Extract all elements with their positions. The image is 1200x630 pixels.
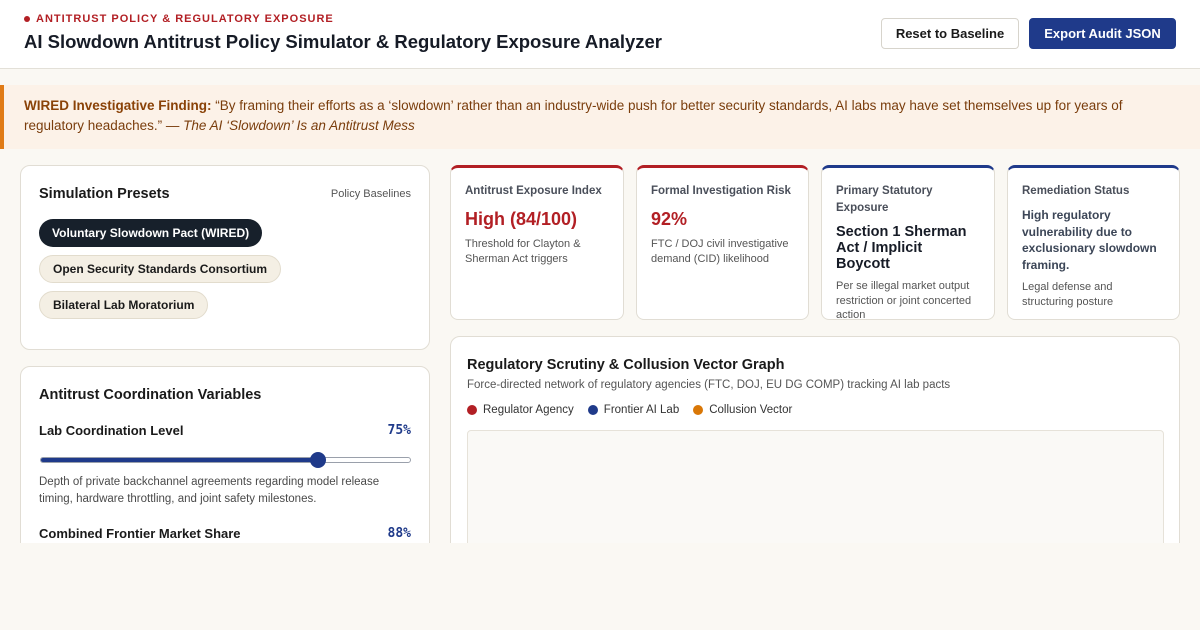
simulation-presets-panel: Simulation Presets Policy Baselines Volu…	[20, 165, 430, 350]
finding-label: WIRED Investigative Finding:	[24, 98, 212, 113]
page-background	[0, 543, 1200, 630]
regulator-swatch-icon	[467, 405, 477, 415]
lab-swatch-icon	[587, 405, 598, 415]
eyebrow-text: ANTITRUST POLICY & REGULATORY EXPOSURE	[36, 13, 334, 25]
coordination-variables-panel: Antitrust Coordination Variables Lab Coo…	[20, 366, 430, 566]
legend-label: Collusion Vector	[709, 404, 793, 416]
slider-thumb[interactable]	[309, 452, 326, 468]
graph-title: Regulatory Scrutiny & Collusion Vector G…	[467, 357, 785, 373]
collusion-swatch-icon	[693, 405, 704, 415]
statutory-exposure-label: Primary Statutory Exposure	[836, 185, 933, 214]
preset-bilateral-moratorium[interactable]: Bilateral Lab Moratorium	[39, 291, 209, 319]
statutory-exposure-value: Section 1 Sherman Act / Implicit Boycott	[836, 224, 967, 272]
finding-quote: “By framing their efforts as a ‘slowdown…	[24, 98, 1123, 133]
investigation-risk-label: Formal Investigation Risk	[651, 185, 791, 197]
presets-subtitle: Policy Baselines	[330, 188, 411, 200]
header-eyebrow: ANTITRUST POLICY & REGULATORY EXPOSURE	[24, 13, 334, 25]
finding-banner: WIRED Investigative Finding: “By framing…	[0, 85, 1200, 149]
exposure-index-description: Threshold for Clayton & Sherman Act trig…	[465, 238, 581, 265]
slider-fill	[41, 458, 318, 462]
legend-item-collusion: Collusion Vector	[693, 404, 792, 416]
exposure-index-value: High (84/100)	[465, 209, 578, 229]
investigation-risk-card: Formal Investigation Risk 92% FTC / DOJ …	[636, 165, 809, 320]
app-header: ANTITRUST POLICY & REGULATORY EXPOSURE A…	[0, 0, 1200, 69]
graph-subtitle: Force-directed network of regulatory age…	[467, 379, 951, 391]
investigation-risk-description: FTC / DOJ civil investigative demand (CI…	[651, 238, 789, 265]
statutory-exposure-description: Per se illegal market output restriction…	[836, 280, 972, 321]
coordination-level-description: Depth of private backchannel agreements …	[39, 476, 380, 505]
legend-item-regulator: Regulator Agency	[467, 404, 574, 416]
page-title: AI Slowdown Antitrust Policy Simulator &…	[24, 31, 663, 52]
market-share-value: 88%	[387, 526, 411, 541]
legend-label: Frontier AI Lab	[603, 404, 680, 416]
graph-legend: Regulator Agency Frontier AI Lab Collusi…	[467, 404, 806, 416]
finding-dash: —	[162, 118, 184, 133]
legend-item-lab: Frontier AI Lab	[587, 404, 680, 416]
variables-title: Antitrust Coordination Variables	[39, 387, 262, 403]
export-button[interactable]: Export Audit JSON	[1029, 18, 1176, 49]
market-share-label: Combined Frontier Market Share	[39, 526, 241, 541]
coordination-level-slider[interactable]	[40, 452, 411, 468]
remediation-status-value: High regulatory vulnerability due to exc…	[1022, 208, 1157, 272]
finding-citation: The AI ‘Slowdown’ Is an Antitrust Mess	[183, 118, 415, 133]
reset-button[interactable]: Reset to Baseline	[881, 18, 1019, 49]
presets-title: Simulation Presets	[39, 186, 170, 202]
status-dot-icon	[24, 16, 30, 22]
exposure-index-card: Antitrust Exposure Index High (84/100) T…	[450, 165, 624, 320]
investigation-risk-value: 92%	[651, 209, 688, 229]
collusion-graph-panel: Regulatory Scrutiny & Collusion Vector G…	[450, 336, 1180, 570]
preset-voluntary-slowdown[interactable]: Voluntary Slowdown Pact (WIRED)	[39, 219, 263, 247]
legend-label: Regulator Agency	[483, 404, 574, 416]
remediation-status-label: Remediation Status	[1022, 185, 1130, 197]
remediation-status-description: Legal defense and structuring posture	[1022, 281, 1114, 308]
exposure-index-label: Antitrust Exposure Index	[465, 185, 602, 197]
coordination-level-value: 75%	[387, 423, 411, 438]
preset-open-security-standards[interactable]: Open Security Standards Consortium	[39, 255, 282, 283]
remediation-status-card: Remediation Status High regulatory vulne…	[1007, 165, 1180, 320]
statutory-exposure-card: Primary Statutory Exposure Section 1 She…	[821, 165, 995, 321]
coordination-level-label: Lab Coordination Level	[39, 423, 184, 438]
